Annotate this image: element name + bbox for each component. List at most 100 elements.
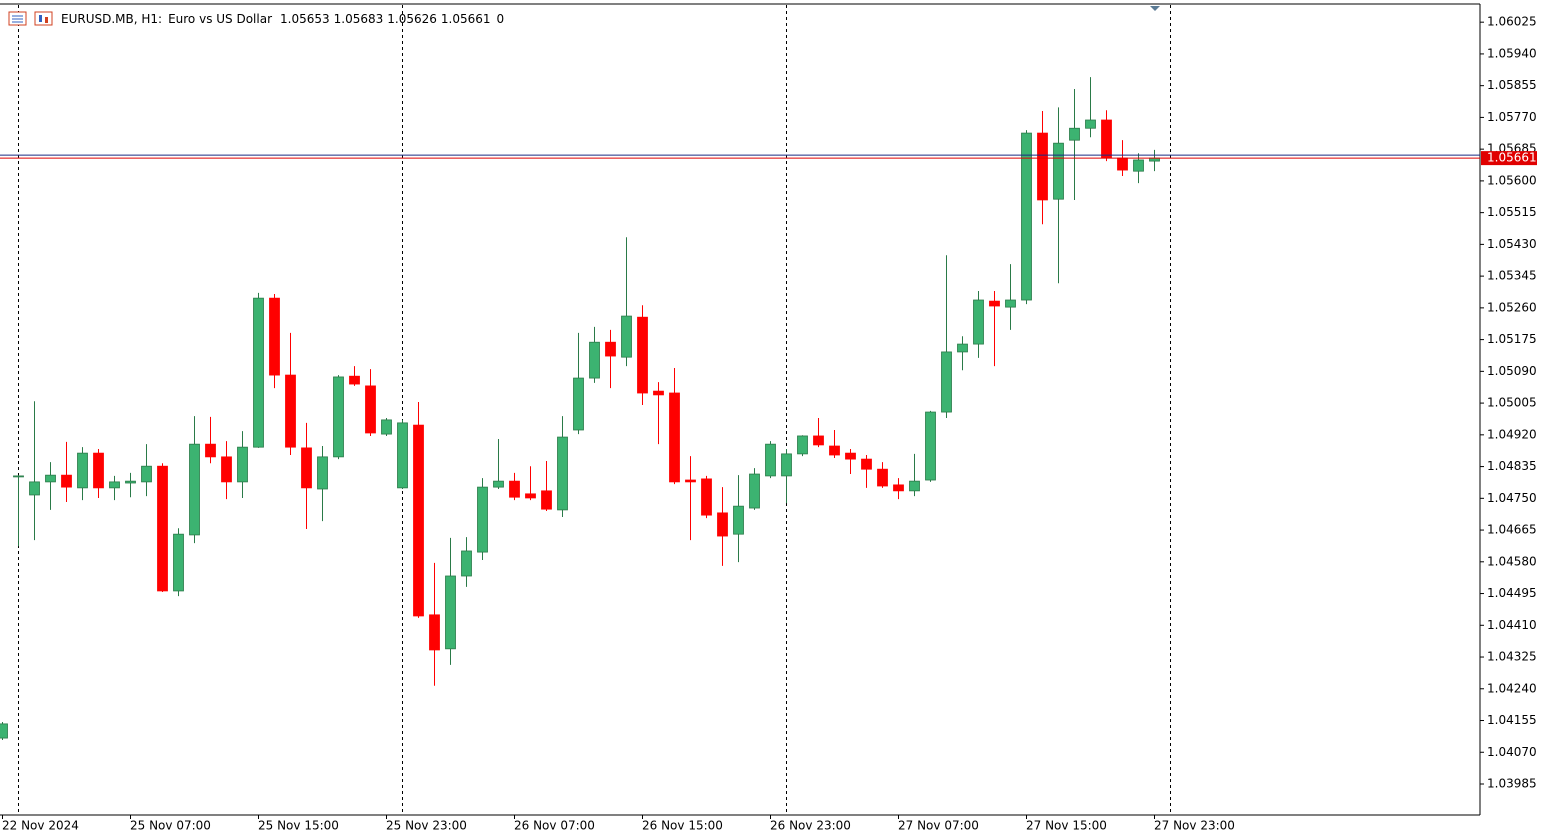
candle-body bbox=[1133, 159, 1144, 172]
icon-bar bbox=[45, 17, 48, 23]
icon bbox=[34, 11, 53, 26]
y-tick-label: 1.05005 bbox=[1487, 396, 1537, 410]
candle-body bbox=[173, 533, 184, 592]
candle-body bbox=[1005, 299, 1016, 308]
y-tick-label: 1.04920 bbox=[1487, 427, 1537, 441]
x-tick-label: 25 Nov 23:00 bbox=[386, 819, 467, 833]
candle-body bbox=[1101, 119, 1112, 159]
x-tick-label: 27 Nov 15:00 bbox=[1026, 819, 1107, 833]
candle-body bbox=[605, 341, 616, 357]
shift-marker bbox=[1150, 6, 1160, 11]
chart-header: EURUSD.MB, H1: Euro vs US Dollar 1.05653 1.… bbox=[61, 12, 504, 26]
y-tick-label: 1.05260 bbox=[1487, 300, 1537, 314]
candle-body bbox=[349, 375, 360, 385]
candle-body bbox=[765, 443, 776, 477]
y-tick-label: 1.05855 bbox=[1487, 78, 1537, 92]
description: Euro vs US Dollar bbox=[168, 12, 272, 26]
x-tick-label: 27 Nov 23:00 bbox=[1154, 819, 1235, 833]
candle-body bbox=[477, 486, 488, 553]
candle-body bbox=[781, 453, 792, 477]
candle-body bbox=[93, 452, 104, 489]
y-tick-label: 1.04070 bbox=[1487, 745, 1537, 759]
y-tick-label: 1.04750 bbox=[1487, 491, 1537, 505]
candle-body bbox=[381, 419, 392, 435]
candle-body bbox=[205, 443, 216, 458]
candle-body bbox=[13, 475, 24, 478]
y-tick-label: 1.05940 bbox=[1487, 46, 1537, 60]
header-extra: 0 bbox=[497, 12, 505, 26]
candle-body bbox=[157, 465, 168, 592]
header-price: 1.05653 bbox=[280, 12, 330, 26]
candle-body bbox=[29, 481, 40, 496]
candle-body bbox=[125, 480, 136, 484]
x-tick-label: 27 Nov 07:00 bbox=[898, 819, 979, 833]
candle-body bbox=[1037, 132, 1048, 201]
candle-body bbox=[557, 436, 568, 511]
plot bbox=[0, 77, 1160, 740]
candle-body bbox=[269, 297, 280, 376]
candle-body bbox=[413, 424, 424, 617]
x-tick-label: 25 Nov 15:00 bbox=[258, 819, 339, 833]
y-tick-label: 1.05345 bbox=[1487, 269, 1537, 283]
candle-body bbox=[397, 422, 408, 489]
candle-body bbox=[365, 385, 376, 434]
candle-body bbox=[925, 411, 936, 481]
day-separators bbox=[18, 5, 1171, 815]
y-tick-label: 1.05515 bbox=[1487, 205, 1537, 219]
candle-body bbox=[285, 374, 296, 448]
candle-body bbox=[797, 435, 808, 455]
x-tick-label: 26 Nov 15:00 bbox=[642, 819, 723, 833]
candle-body bbox=[829, 445, 840, 456]
candle-body bbox=[573, 377, 584, 431]
icon-bar bbox=[39, 15, 42, 22]
candle-body bbox=[813, 435, 824, 446]
candle-body bbox=[669, 392, 680, 483]
bid-label-box bbox=[1481, 151, 1537, 166]
candle-body bbox=[941, 351, 952, 413]
y-tick-label: 1.04495 bbox=[1487, 586, 1537, 600]
candle-body bbox=[461, 550, 472, 577]
candle-body bbox=[1021, 132, 1032, 301]
candle-body bbox=[1053, 142, 1064, 200]
candle-body bbox=[1085, 119, 1096, 129]
candle-body bbox=[733, 505, 744, 535]
header-price: 1.05626 bbox=[387, 12, 437, 26]
candle-body bbox=[717, 512, 728, 537]
y-tick-label: 1.06025 bbox=[1487, 15, 1537, 29]
candle-body bbox=[45, 474, 56, 483]
y-tick-label: 1.04835 bbox=[1487, 459, 1537, 473]
y-tick-label: 1.05770 bbox=[1487, 110, 1537, 124]
candle-body bbox=[749, 473, 760, 509]
candle-body bbox=[493, 480, 504, 488]
header-price: 1.05683 bbox=[334, 12, 384, 26]
candle-body bbox=[989, 300, 1000, 307]
x-tick-label: 26 Nov 07:00 bbox=[514, 819, 595, 833]
candle-body bbox=[893, 484, 904, 492]
candle-body bbox=[957, 343, 968, 353]
y-tick-label: 1.04155 bbox=[1487, 713, 1537, 727]
candle-body bbox=[333, 376, 344, 458]
candle-body bbox=[109, 481, 120, 489]
x-tick-label: 26 Nov 23:00 bbox=[770, 819, 851, 833]
candle-body bbox=[189, 443, 200, 536]
candle-body bbox=[429, 614, 440, 651]
candle-body bbox=[61, 474, 72, 488]
header-price: 1.05661 bbox=[441, 12, 491, 26]
candle-body bbox=[0, 723, 8, 739]
symbol: EURUSD.MB, H1: bbox=[61, 12, 162, 26]
candle-body bbox=[77, 452, 88, 489]
header-icons bbox=[8, 11, 53, 26]
candle-body bbox=[317, 456, 328, 490]
candle-body bbox=[589, 341, 600, 379]
candle-body bbox=[301, 447, 312, 489]
candle-body bbox=[701, 478, 712, 516]
bid-label: 1.05661 bbox=[1487, 151, 1537, 165]
y-tick-label: 1.04580 bbox=[1487, 554, 1537, 568]
candle-body bbox=[877, 468, 888, 487]
candle-body bbox=[621, 315, 632, 358]
candle-body bbox=[509, 480, 520, 498]
candle-body bbox=[445, 575, 456, 650]
candle-body bbox=[221, 456, 232, 483]
